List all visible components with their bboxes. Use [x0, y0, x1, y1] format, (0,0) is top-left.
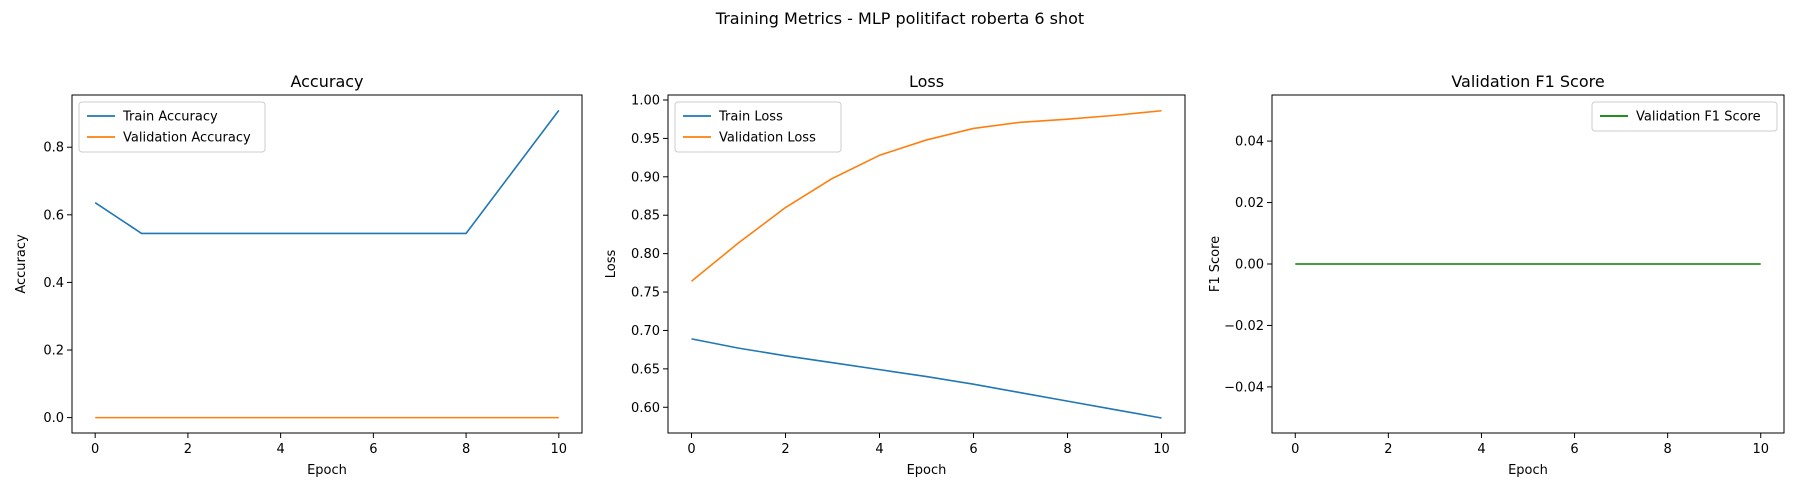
series-line-1: [94, 109, 560, 235]
y-tick-label: 0.0: [43, 411, 64, 426]
y-tick-label: 0.90: [631, 170, 660, 185]
y-tick-label: 0.8: [43, 141, 64, 156]
y-tick-label: 0.80: [631, 247, 660, 262]
x-tick-label: 0: [1291, 442, 1299, 457]
x-tick-label: 2: [184, 442, 192, 457]
y-tick-label: −0.02: [1224, 319, 1264, 334]
x-tick-label: 4: [276, 442, 284, 457]
legend-box: [78, 101, 266, 153]
y-tick-label: 0.70: [631, 324, 660, 339]
x-tick-label: 2: [1384, 442, 1392, 457]
plot-frame: [1271, 94, 1785, 434]
y-tick-label: 0.02: [1235, 196, 1264, 211]
y-tick-label: 0.75: [631, 286, 660, 301]
x-tick-label: 4: [875, 442, 883, 457]
x-tick-label: 0: [687, 442, 695, 457]
legend-entry: Validation F1 Score: [1636, 110, 1761, 125]
chart-panel-3: Validation F1 Score 0 2 4 6 8 10 −0.04 −0.02 0.00…: [1208, 72, 1785, 478]
panel-title: Accuracy: [290, 72, 363, 91]
legend-entry: Train Loss: [718, 110, 783, 125]
series-line-1: [691, 338, 1162, 419]
plot-frame: [667, 94, 1186, 434]
x-tick-label: 10: [1752, 442, 1769, 457]
y-tick-label: 1.00: [631, 93, 660, 108]
y-tick-label: 0.4: [43, 276, 64, 291]
legend-entry: Validation Accuracy: [123, 131, 251, 146]
x-tick-label: 0: [91, 442, 99, 457]
x-axis-label: Epoch: [1508, 463, 1548, 478]
y-tick-label: 0.85: [631, 209, 660, 224]
y-axis-label: Loss: [604, 250, 619, 279]
x-tick-label: 6: [369, 442, 377, 457]
legend: Train Loss Validation Loss: [674, 101, 842, 153]
figure-title: Training Metrics - MLP politifact robert…: [715, 9, 1084, 28]
legend-entry: Validation Loss: [719, 131, 816, 146]
y-tick-label: 0.65: [631, 362, 660, 377]
x-tick-label: 8: [1063, 442, 1071, 457]
chart-panel-2: Loss 0 2 4 6 8 10 0.60 0.65 0.70 0.75 0.80 0.85 0.90 0…: [604, 72, 1186, 478]
x-tick-label: 6: [969, 442, 977, 457]
x-tick-label: 4: [1477, 442, 1485, 457]
x-tick-label: 8: [1663, 442, 1671, 457]
y-tick-label: 0.2: [43, 344, 64, 359]
y-tick-label: 0.6: [43, 208, 64, 223]
legend: Train Accuracy Validation Accuracy: [78, 101, 266, 153]
y-tick-label: −0.04: [1224, 380, 1264, 395]
panel-title: Validation F1 Score: [1451, 72, 1604, 91]
y-tick-label: 0.60: [631, 401, 660, 416]
legend-box: [1591, 101, 1778, 132]
panel-title: Loss: [909, 72, 944, 91]
y-tick-label: 0.95: [631, 132, 660, 147]
x-tick-label: 10: [1153, 442, 1170, 457]
legend-entry: Train Accuracy: [122, 110, 218, 125]
chart-panel-1: Accuracy 0 2 4 6 8 10 0.0 0.2 0.4 0.6 0.8 Epoch Accur…: [14, 72, 583, 478]
legend: Validation F1 Score: [1591, 101, 1778, 132]
y-tick-label: 0.00: [1235, 258, 1264, 273]
x-tick-label: 8: [462, 442, 470, 457]
plot-frame: [71, 94, 583, 434]
y-axis-label: F1 Score: [1208, 236, 1223, 292]
x-axis-label: Epoch: [907, 463, 947, 478]
x-tick-label: 6: [1570, 442, 1578, 457]
y-axis-label: Accuracy: [14, 234, 29, 294]
x-tick-label: 10: [551, 442, 568, 457]
series-line-2: [690, 109, 1162, 282]
x-axis-label: Epoch: [307, 463, 347, 478]
legend-box: [674, 101, 842, 153]
y-tick-label: 0.04: [1235, 135, 1264, 150]
x-tick-label: 2: [781, 442, 789, 457]
